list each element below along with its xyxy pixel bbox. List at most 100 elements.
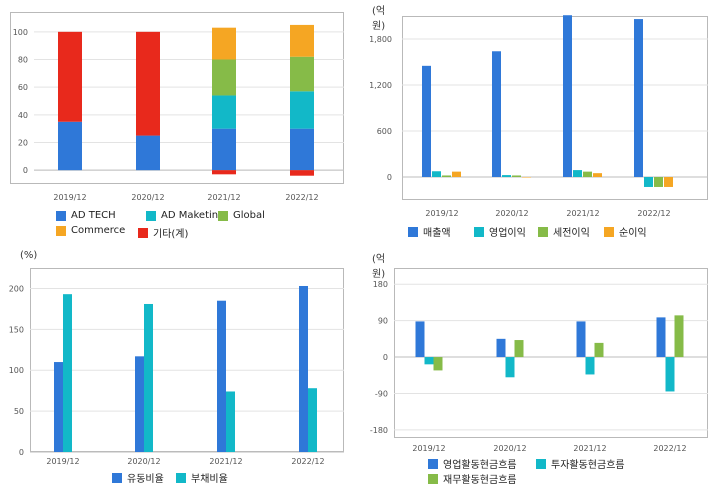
chart-4-plot-area xyxy=(394,268,708,438)
y-tick-label: 100 xyxy=(13,28,28,37)
bar xyxy=(422,65,431,177)
x-tick-label: 2022/12 xyxy=(653,444,686,453)
y-tick-label: 50 xyxy=(14,407,24,416)
x-tick-label: 2019/12 xyxy=(412,444,445,453)
legend-item: AD Maketing xyxy=(146,210,224,221)
chart-4-unit-label: (억원) xyxy=(372,254,386,280)
bar xyxy=(522,177,531,178)
bar xyxy=(63,294,72,452)
x-tick-label: 2022/12 xyxy=(291,457,324,466)
x-tick-label: 2021/12 xyxy=(566,209,599,218)
legend-label: 영업이익 xyxy=(489,228,526,239)
bar xyxy=(308,388,317,452)
y-tick-label: -90 xyxy=(375,389,388,398)
x-tick-label: 2020/12 xyxy=(493,444,526,453)
bar-segment xyxy=(290,91,314,129)
bar xyxy=(54,362,63,452)
bar xyxy=(299,285,308,452)
x-tick-label: 2021/12 xyxy=(207,193,240,202)
chart-2-unit-label: (억원) xyxy=(372,6,386,32)
bar xyxy=(634,19,643,177)
y-tick-label: 0 xyxy=(383,353,388,362)
bar xyxy=(644,177,653,187)
bar-segment xyxy=(136,31,160,136)
bar xyxy=(576,321,586,358)
legend-label: 영업활동현금흐름 xyxy=(443,460,517,471)
y-tick-label: 20 xyxy=(18,139,28,148)
legend-label: 부채비율 xyxy=(191,474,228,485)
y-tick-label: 40 xyxy=(18,111,28,120)
bar-segment xyxy=(58,121,82,171)
legend-item: 부채비율 xyxy=(176,470,228,485)
bar-segment xyxy=(290,128,314,171)
y-tick-label: 200 xyxy=(9,284,24,293)
bar xyxy=(656,317,666,358)
y-tick-label: -180 xyxy=(370,426,388,435)
legend-swatch xyxy=(604,226,614,237)
bar xyxy=(573,170,582,177)
bar-segment xyxy=(212,128,236,171)
legend-swatch xyxy=(146,210,156,221)
bar-segment xyxy=(212,95,236,129)
bar xyxy=(452,171,461,177)
y-tick-label: 100 xyxy=(9,366,24,375)
y-tick-label: 0 xyxy=(387,173,392,182)
bar xyxy=(512,175,521,177)
bar xyxy=(654,177,663,187)
bar xyxy=(226,391,235,452)
legend-item: 영업이익 xyxy=(474,224,526,239)
legend-item: Global xyxy=(218,210,265,221)
chart-3-plot-area xyxy=(30,268,344,452)
bar xyxy=(144,303,153,452)
legend-label: Commerce xyxy=(71,225,126,236)
x-tick-label: 2020/12 xyxy=(495,209,528,218)
y-tick-label: 1,800 xyxy=(369,35,392,44)
legend-swatch xyxy=(56,210,66,221)
legend-label: 재무활동현금흐름 xyxy=(443,475,517,486)
bar xyxy=(665,357,675,392)
y-tick-label: 600 xyxy=(377,127,392,136)
bar-segment xyxy=(212,59,236,96)
y-tick-label: 90 xyxy=(378,317,388,326)
legend-item: AD TECH xyxy=(56,210,116,221)
legend-item: 유동비율 xyxy=(112,470,164,485)
bar-segment xyxy=(136,135,160,171)
chart-2-plot-area xyxy=(402,16,708,200)
legend-swatch xyxy=(428,473,438,484)
legend-label: AD Maketing xyxy=(161,210,225,221)
bar xyxy=(583,171,592,177)
legend-swatch xyxy=(536,458,546,469)
x-tick-label: 2022/12 xyxy=(285,193,318,202)
bar-segment xyxy=(212,27,236,60)
bar xyxy=(664,177,673,187)
x-tick-label: 2021/12 xyxy=(209,457,242,466)
bar-segment xyxy=(212,170,236,175)
x-tick-label: 2019/12 xyxy=(425,209,458,218)
bar xyxy=(674,315,684,358)
bar-segment xyxy=(290,170,314,176)
legend-item: 재무활동현금흐름 xyxy=(428,471,517,486)
legend-label: 순이익 xyxy=(619,228,647,239)
y-tick-label: 60 xyxy=(18,83,28,92)
x-tick-label: 2021/12 xyxy=(573,444,606,453)
legend-swatch xyxy=(538,226,548,237)
legend-label: 투자활동현금흐름 xyxy=(551,460,625,471)
legend-label: 세전이익 xyxy=(553,228,590,239)
legend-item: Commerce xyxy=(56,225,125,236)
bar xyxy=(433,357,443,371)
bar xyxy=(424,357,434,365)
y-tick-label: 0 xyxy=(23,166,28,175)
y-tick-label: 180 xyxy=(373,280,388,289)
legend-swatch xyxy=(56,225,66,236)
chart-3-unit-label: (%) xyxy=(20,250,38,261)
x-tick-label: 2019/12 xyxy=(53,193,86,202)
legend-swatch xyxy=(176,472,186,483)
x-tick-label: 2019/12 xyxy=(46,457,79,466)
y-tick-label: 80 xyxy=(18,56,28,65)
bar-segment xyxy=(290,56,314,92)
legend-label: Global xyxy=(233,210,265,221)
